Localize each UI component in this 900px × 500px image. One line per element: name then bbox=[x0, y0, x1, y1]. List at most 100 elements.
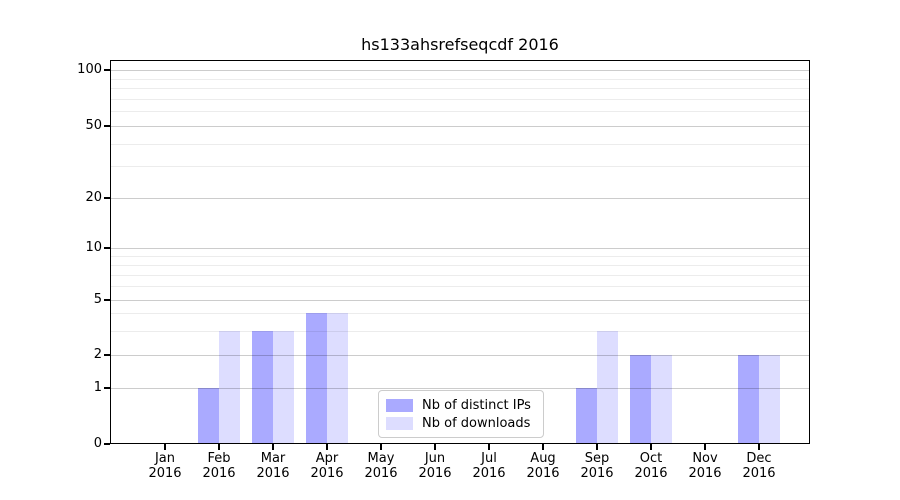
bar-downloads bbox=[273, 330, 294, 444]
x-tick-year: 2016 bbox=[580, 466, 614, 481]
bar-distinct-ips bbox=[252, 330, 273, 444]
x-tick-mark bbox=[434, 444, 436, 450]
x-tick-year: 2016 bbox=[688, 466, 722, 481]
bar-distinct-ips bbox=[198, 388, 219, 444]
gridline-major bbox=[110, 198, 810, 199]
gridline-major bbox=[110, 300, 810, 301]
y-tick-mark bbox=[104, 197, 110, 199]
x-tick-year: 2016 bbox=[256, 466, 290, 481]
bar-downloads bbox=[219, 330, 240, 444]
x-tick-month: Jun bbox=[424, 451, 446, 466]
legend-item-distinct-ips: Nb of distinct IPs bbox=[386, 396, 536, 414]
x-tick-year: 2016 bbox=[148, 466, 182, 481]
gridline-minor bbox=[110, 274, 810, 276]
gridline-minor bbox=[110, 88, 810, 90]
bar-downloads bbox=[597, 330, 618, 444]
y-tick-label: 20 bbox=[85, 190, 102, 205]
y-tick-mark bbox=[104, 354, 110, 356]
x-tick-mark bbox=[218, 444, 220, 450]
x-tick-label: Sep 2016 bbox=[570, 451, 624, 481]
x-tick-mark bbox=[596, 444, 598, 450]
gridline-major bbox=[110, 70, 810, 71]
bar-downloads bbox=[327, 313, 348, 444]
x-tick-year: 2016 bbox=[310, 466, 344, 481]
gridline-minor bbox=[110, 255, 810, 257]
x-tick-label: Mar 2016 bbox=[246, 451, 300, 481]
bar-distinct-ips bbox=[738, 355, 759, 444]
x-tick-mark bbox=[650, 444, 652, 450]
x-tick-label: Nov 2016 bbox=[678, 451, 732, 481]
gridline-minor bbox=[110, 286, 810, 288]
x-tick-label: Feb 2016 bbox=[192, 451, 246, 481]
x-tick-year: 2016 bbox=[526, 466, 560, 481]
x-tick-year: 2016 bbox=[418, 466, 452, 481]
x-tick-mark bbox=[542, 444, 544, 450]
x-tick-year: 2016 bbox=[202, 466, 236, 481]
x-tick-label: Dec 2016 bbox=[732, 451, 786, 481]
y-tick-label: 10 bbox=[85, 240, 102, 255]
x-tick-year: 2016 bbox=[634, 466, 668, 481]
plot-border bbox=[110, 60, 810, 444]
y-tick-label: 100 bbox=[77, 62, 102, 77]
x-tick-month: Dec bbox=[746, 451, 772, 466]
plot-area bbox=[110, 60, 810, 444]
y-tick-mark bbox=[104, 443, 110, 445]
x-tick-year: 2016 bbox=[472, 466, 506, 481]
bar-downloads bbox=[651, 355, 672, 444]
x-tick-mark bbox=[758, 444, 760, 450]
legend: Nb of distinct IPs Nb of downloads bbox=[378, 390, 544, 438]
legend-label-downloads: Nb of downloads bbox=[422, 415, 531, 431]
x-tick-month: Nov bbox=[692, 451, 718, 466]
y-tick-mark bbox=[104, 387, 110, 389]
x-tick-month: Mar bbox=[260, 451, 286, 466]
x-tick-month: Apr bbox=[315, 451, 339, 466]
gridline-minor bbox=[110, 98, 810, 100]
gridline-minor bbox=[110, 166, 810, 168]
y-tick-label: 5 bbox=[93, 292, 102, 307]
x-tick-mark bbox=[164, 444, 166, 450]
x-tick-month: Jul bbox=[481, 451, 497, 466]
x-tick-mark bbox=[704, 444, 706, 450]
chart-title: hs133ahsrefseqcdf 2016 bbox=[361, 35, 559, 54]
x-tick-month: Sep bbox=[584, 451, 610, 466]
x-tick-month: Feb bbox=[207, 451, 231, 466]
y-tick-label: 50 bbox=[85, 118, 102, 133]
x-tick-mark bbox=[488, 444, 490, 450]
y-tick-label: 1 bbox=[93, 380, 102, 395]
bar-downloads bbox=[759, 355, 780, 444]
y-tick-mark bbox=[104, 299, 110, 301]
x-tick-label: May 2016 bbox=[354, 451, 408, 481]
legend-swatch-downloads bbox=[386, 416, 413, 430]
x-tick-label: Oct 2016 bbox=[624, 451, 678, 481]
y-tick-mark bbox=[104, 125, 110, 127]
x-tick-month: Aug bbox=[530, 451, 556, 466]
y-tick-mark bbox=[104, 247, 110, 249]
x-tick-month: Jan bbox=[154, 451, 176, 466]
gridline-minor bbox=[110, 78, 810, 80]
gridline-minor bbox=[110, 330, 810, 332]
bar-distinct-ips bbox=[306, 313, 327, 444]
x-tick-mark bbox=[326, 444, 328, 450]
x-tick-mark bbox=[380, 444, 382, 450]
gridline-minor bbox=[110, 313, 810, 315]
gridline-major bbox=[110, 355, 810, 356]
legend-item-downloads: Nb of downloads bbox=[386, 414, 536, 432]
x-tick-label: Jan 2016 bbox=[138, 451, 192, 481]
x-tick-label: Jun 2016 bbox=[408, 451, 462, 481]
x-tick-mark bbox=[272, 444, 274, 450]
gridline-major bbox=[110, 248, 810, 249]
y-tick-mark bbox=[104, 69, 110, 71]
gridline-minor bbox=[110, 111, 810, 113]
x-tick-label: Apr 2016 bbox=[300, 451, 354, 481]
gridline-minor bbox=[110, 143, 810, 145]
y-tick-label: 2 bbox=[93, 347, 102, 362]
x-tick-label: Aug 2016 bbox=[516, 451, 570, 481]
bar-distinct-ips bbox=[630, 355, 651, 444]
bar-distinct-ips bbox=[576, 388, 597, 444]
gridline-minor bbox=[110, 264, 810, 266]
x-tick-year: 2016 bbox=[742, 466, 776, 481]
x-tick-month: Oct bbox=[639, 451, 663, 466]
y-tick-label: 0 bbox=[93, 436, 102, 451]
x-tick-year: 2016 bbox=[364, 466, 398, 481]
